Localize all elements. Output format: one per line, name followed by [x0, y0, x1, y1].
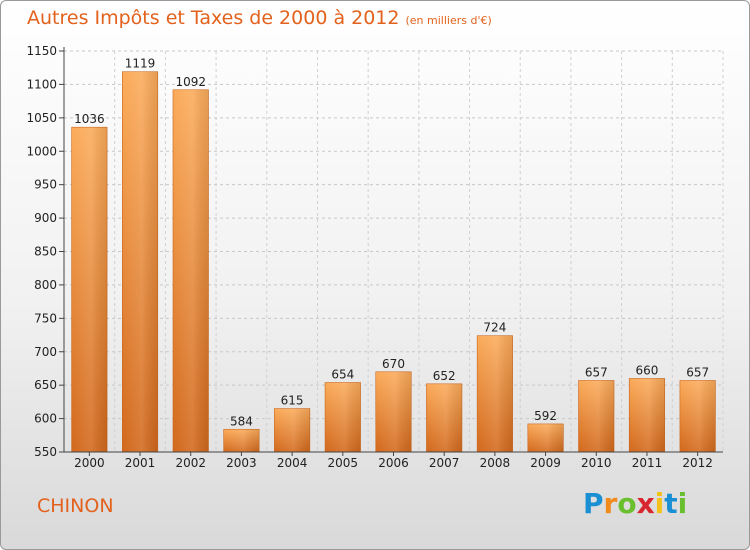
- chart-title-text: Autres Impôts et Taxes de 2000 à 2012: [27, 7, 400, 29]
- bar-shine-2000: [71, 127, 108, 452]
- bar-shine-2009: [527, 423, 564, 452]
- bar-shine-2008: [477, 335, 513, 452]
- bar-shine-2007: [426, 383, 462, 452]
- y-tick-label: 1050: [26, 111, 57, 125]
- x-tick-label: 2002: [175, 456, 206, 470]
- brand-letter: t: [664, 487, 678, 520]
- value-label: 1036: [74, 112, 105, 126]
- axes: [59, 47, 723, 456]
- value-label: 592: [534, 409, 557, 423]
- x-tick-label: 2001: [125, 456, 156, 470]
- value-label: 584: [230, 414, 253, 428]
- y-tick-label: 850: [34, 245, 57, 259]
- brand-logo: Proxiti: [583, 487, 687, 520]
- bar-shine-2002: [172, 89, 209, 452]
- value-label: 1119: [125, 57, 156, 71]
- value-label: 660: [636, 363, 659, 377]
- bar-shine-2001: [122, 71, 158, 453]
- x-tick-label: 2008: [480, 456, 511, 470]
- x-tick-labels: 2000 2001 2002 2003 2004 2005 2006 2007 2008 2009…: [74, 456, 713, 470]
- chart-title: Autres Impôts et Taxes de 2000 à 2012 (en…: [27, 7, 492, 29]
- x-tick-label: 2011: [632, 456, 663, 470]
- y-tick-label: 700: [34, 345, 57, 359]
- brand-letter: i: [654, 487, 665, 520]
- value-label: 657: [686, 365, 709, 379]
- brand-letter: i: [677, 487, 688, 520]
- brand-letter: x: [636, 487, 655, 520]
- value-label: 657: [585, 365, 608, 379]
- brand-letter: P: [583, 487, 604, 520]
- bar-shine-2005: [325, 382, 361, 452]
- y-tick-label: 800: [34, 278, 57, 292]
- x-tick-label: 2003: [226, 456, 257, 470]
- bar-shine-2004: [274, 408, 310, 452]
- value-labels: 1036 1119 1092 584 615 654 670 652 724 592 657 660 6…: [74, 57, 709, 429]
- x-tick-label: 2007: [429, 456, 460, 470]
- value-label: 1092: [175, 75, 206, 89]
- y-tick-label: 550: [34, 445, 57, 459]
- x-tick-label: 2012: [682, 456, 713, 470]
- value-label: 670: [382, 357, 405, 371]
- y-tick-label: 600: [34, 412, 57, 426]
- value-label: 724: [483, 321, 506, 335]
- brand-letter: r: [603, 487, 618, 520]
- value-label: 652: [433, 369, 456, 383]
- bar-shine-2010: [578, 380, 615, 452]
- y-tick-label: 900: [34, 211, 57, 225]
- brand-letter: o: [617, 487, 637, 520]
- chart-subtitle: (en milliers d'€): [405, 14, 492, 27]
- x-tick-label: 2010: [581, 456, 612, 470]
- y-tick-label: 950: [34, 178, 57, 192]
- bars: [71, 71, 716, 453]
- value-label: 615: [281, 394, 304, 408]
- x-tick-label: 2000: [74, 456, 105, 470]
- y-tick-label: 1100: [26, 77, 57, 91]
- x-tick-label: 2004: [277, 456, 308, 470]
- x-tick-label: 2009: [530, 456, 561, 470]
- y-tick-label: 1150: [26, 44, 57, 58]
- bar-shine-2006: [375, 371, 412, 452]
- y-tick-label: 750: [34, 311, 57, 325]
- y-tick-label: 1000: [26, 144, 57, 158]
- y-tick-label: 650: [34, 378, 57, 392]
- bar-shine-2003: [223, 429, 260, 452]
- y-tick-labels: 550 600 650 700 750 800 850 900 950 1000 1050 1100 1…: [26, 44, 57, 459]
- bar-shine-2011: [629, 378, 665, 452]
- x-tick-label: 2006: [378, 456, 409, 470]
- place-name: CHINON: [37, 495, 114, 517]
- bar-shine-2012: [679, 380, 716, 452]
- value-label: 654: [331, 367, 354, 381]
- x-tick-label: 2005: [328, 456, 359, 470]
